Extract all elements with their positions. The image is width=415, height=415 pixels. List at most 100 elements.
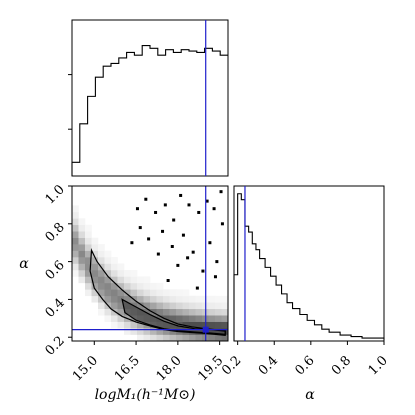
- joint-content: [72, 186, 228, 341]
- density-cell: [104, 308, 112, 316]
- scatter-point: [163, 203, 167, 207]
- density-cell: [78, 257, 86, 264]
- scatter-point: [179, 193, 183, 197]
- density-cell: [85, 237, 92, 245]
- density-cell: [111, 276, 118, 284]
- density-cell: [215, 302, 222, 310]
- density-cell: [72, 224, 79, 232]
- density-cell: [117, 269, 125, 277]
- density-cell: [195, 302, 203, 310]
- density-cell: [104, 263, 112, 271]
- density-cell: [111, 263, 118, 271]
- x-axis-label-logm1: logM₁(h⁻¹M⊙): [95, 387, 196, 403]
- density-cell: [104, 289, 112, 297]
- density-cell: [169, 308, 177, 316]
- density-cell: [85, 269, 92, 277]
- density-cell: [208, 308, 216, 316]
- density-cell: [111, 302, 118, 310]
- density-cell: [72, 250, 79, 258]
- density-cell: [143, 308, 151, 316]
- density-cell: [189, 334, 196, 341]
- scatter-point: [170, 244, 174, 248]
- y-tick-label-alpha: 0.6: [43, 258, 68, 283]
- density-cell: [78, 244, 86, 251]
- histogram-panel-alpha: 0.2 0.4 0.6 0.8 1.0: [219, 185, 391, 378]
- density-cell: [195, 315, 203, 322]
- x-tick-label-alpha: 0.8: [329, 353, 354, 378]
- density-cell: [104, 250, 112, 258]
- density-cell: [91, 237, 99, 245]
- density-cell: [137, 334, 144, 341]
- x-tick-label-alpha: 1.0: [366, 353, 391, 378]
- density-cell: [78, 237, 86, 245]
- density-cell: [124, 321, 131, 329]
- density-cell: [111, 315, 118, 322]
- density-cell: [169, 295, 177, 303]
- density-cell: [143, 334, 151, 341]
- density-cell: [91, 276, 99, 284]
- density-cell: [182, 334, 190, 341]
- density-cell: [117, 276, 125, 284]
- density-cell: [137, 295, 144, 303]
- density-cell: [189, 321, 196, 329]
- scatter-point: [215, 260, 219, 264]
- y-tick-label-alpha: 0.8: [43, 220, 68, 245]
- density-cell: [72, 244, 79, 251]
- density-cell: [111, 269, 118, 277]
- density-cell: [150, 302, 157, 310]
- density-cell: [182, 295, 190, 303]
- density-cell: [104, 282, 112, 290]
- density-cell: [130, 276, 138, 284]
- scatter-point: [205, 199, 209, 203]
- density-cell: [111, 295, 118, 303]
- density-cell: [98, 295, 105, 303]
- scatter-point: [212, 207, 216, 211]
- density-cell: [91, 282, 99, 290]
- density-cell: [163, 328, 170, 335]
- density-cell: [221, 321, 228, 329]
- density-cell: [98, 276, 105, 284]
- scatter-point: [208, 241, 212, 245]
- histogram-steps-logm1: [71, 45, 228, 176]
- scatter-point: [161, 229, 165, 233]
- density-cell: [104, 269, 112, 277]
- density-cell: [72, 205, 79, 213]
- density-cell: [98, 244, 105, 251]
- density-cell: [195, 295, 203, 303]
- density-cell: [163, 308, 170, 316]
- density-cell: [143, 289, 151, 297]
- density-cell: [182, 308, 190, 316]
- density-cell: [156, 334, 164, 341]
- scatter-point: [181, 233, 185, 237]
- density-cell: [98, 282, 105, 290]
- density-cell: [91, 244, 99, 251]
- density-cell: [169, 315, 177, 322]
- density-cell: [72, 211, 79, 219]
- truth-marker: [202, 326, 209, 333]
- density-cell: [221, 308, 228, 316]
- density-cell: [85, 224, 92, 232]
- density-cell: [156, 289, 164, 297]
- density-cell: [117, 282, 125, 290]
- density-cell: [111, 282, 118, 290]
- density-cell: [169, 334, 177, 341]
- y-tick-label-alpha: 0.4: [43, 296, 68, 321]
- density-cell: [208, 334, 216, 341]
- scatter-point: [191, 250, 195, 254]
- scatter-point: [154, 210, 158, 214]
- density-cell: [163, 302, 170, 310]
- density-cell: [117, 295, 125, 303]
- density-cell: [91, 289, 99, 297]
- panel-frame-right: [233, 185, 385, 342]
- scatter-point: [219, 190, 223, 194]
- density-cell: [189, 302, 196, 310]
- density-cell: [124, 328, 131, 335]
- scatter-point: [130, 241, 134, 245]
- density-cell: [176, 302, 183, 310]
- histogram-steps-alpha: [233, 193, 385, 341]
- density-cell: [78, 250, 86, 258]
- density-cell: [215, 308, 222, 316]
- density-cell: [85, 282, 92, 290]
- x-tick-label-logm1: 15.0: [70, 353, 101, 384]
- panel-frame-joint: [71, 185, 229, 342]
